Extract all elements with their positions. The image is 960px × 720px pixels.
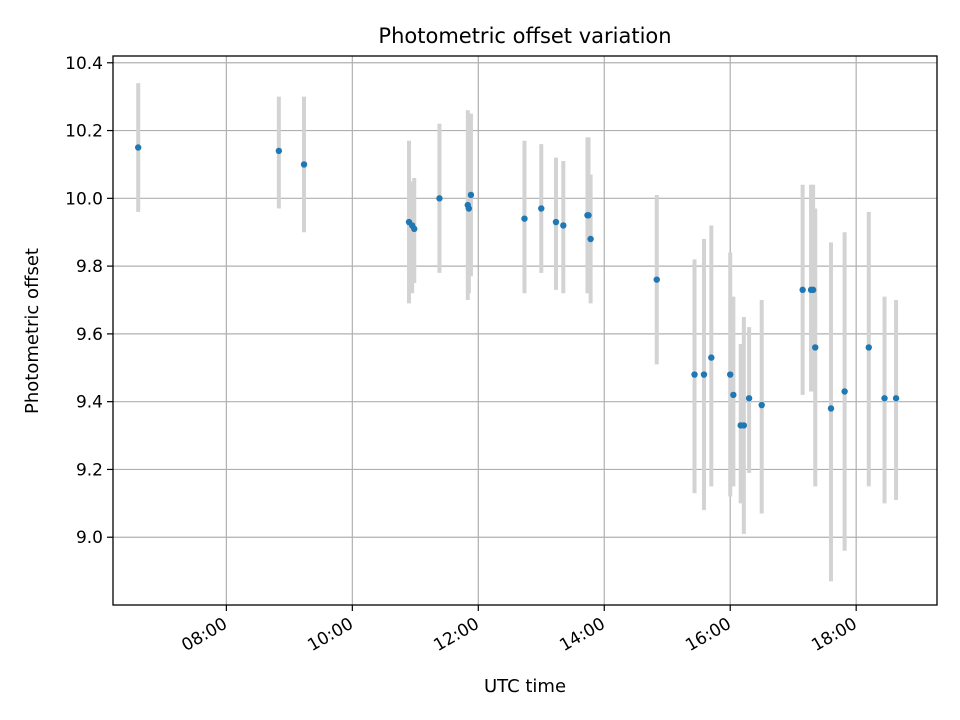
data-point: [799, 286, 806, 294]
data-point: [745, 395, 753, 402]
data-point: [809, 286, 817, 294]
data-point: [436, 195, 443, 202]
y-tick-label: 9.6: [76, 325, 103, 345]
data-point: [740, 422, 748, 429]
data-point: [700, 371, 708, 378]
data-point: [467, 191, 475, 199]
data-point: [538, 205, 545, 212]
data-point: [812, 344, 819, 351]
chart-title: Photometric offset variation: [378, 24, 671, 48]
data-point: [560, 222, 567, 229]
data-point: [708, 354, 715, 361]
data-point: [587, 235, 594, 243]
y-axis-ticks: 9.0 9.2 9.4 9.6 9.8 10.0 10.2 10.4: [65, 54, 113, 548]
data-point: [892, 395, 900, 402]
data-point: [465, 205, 473, 212]
x-axis-label: UTC time: [484, 676, 566, 697]
data-point: [552, 218, 560, 226]
data-point: [827, 405, 835, 412]
data-point: [300, 161, 308, 168]
data-point: [727, 371, 734, 378]
data-point: [865, 344, 872, 351]
data-point: [411, 225, 418, 233]
y-tick-label: 9.8: [76, 257, 103, 277]
y-tick-label: 9.4: [76, 393, 103, 413]
y-axis-label: Photometric offset: [22, 248, 43, 414]
data-point: [881, 395, 888, 402]
data-point: [134, 144, 142, 151]
data-point: [730, 391, 737, 399]
data-point: [841, 388, 848, 395]
data-point: [275, 147, 283, 155]
plot-frame: [112, 55, 938, 606]
y-tick-label: 9.0: [76, 528, 103, 548]
y-tick-label: 10.4: [65, 54, 103, 74]
data-point: [758, 401, 765, 409]
y-tick-label: 10.0: [65, 189, 103, 209]
data-point: [585, 212, 592, 219]
data-point: [653, 276, 660, 283]
y-tick-label: 9.2: [76, 460, 103, 480]
y-tick-label: 10.2: [65, 122, 103, 142]
data-point: [521, 215, 528, 222]
data-points: [134, 144, 900, 429]
data-point: [691, 371, 698, 378]
